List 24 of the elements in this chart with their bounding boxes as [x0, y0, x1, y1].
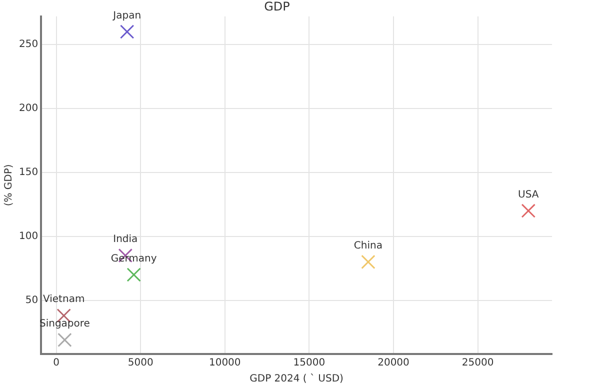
annotation: Vietnam — [43, 294, 85, 306]
x-tick-label: 0 — [53, 358, 60, 369]
point — [58, 332, 72, 348]
y-axis-title: (% GDP) — [4, 164, 15, 206]
x-axis-title: GDP 2024 ( ` USD) — [250, 374, 344, 385]
point — [126, 268, 141, 282]
annotation: USA — [518, 189, 539, 200]
annotation: Japan — [112, 10, 142, 22]
y-tick-label: 50 — [25, 294, 38, 306]
point — [521, 204, 536, 218]
x-tick-label: 5000 — [128, 358, 154, 369]
y-tick-label: 100 — [18, 230, 38, 242]
chart-title: GDP — [264, 0, 290, 14]
annotation: India — [113, 234, 138, 246]
y-tick-label: 250 — [18, 39, 38, 50]
x-tick-label: 25000 — [462, 358, 494, 369]
y-tick-label: 150 — [18, 167, 38, 178]
point — [120, 24, 134, 39]
annotation: China — [354, 240, 382, 252]
y-tick-label: 200 — [18, 103, 38, 114]
x-tick-label: 10000 — [208, 358, 241, 369]
x-tick-label: 15000 — [293, 358, 326, 369]
x-tick-label: 20000 — [378, 358, 410, 369]
point — [361, 254, 376, 270]
